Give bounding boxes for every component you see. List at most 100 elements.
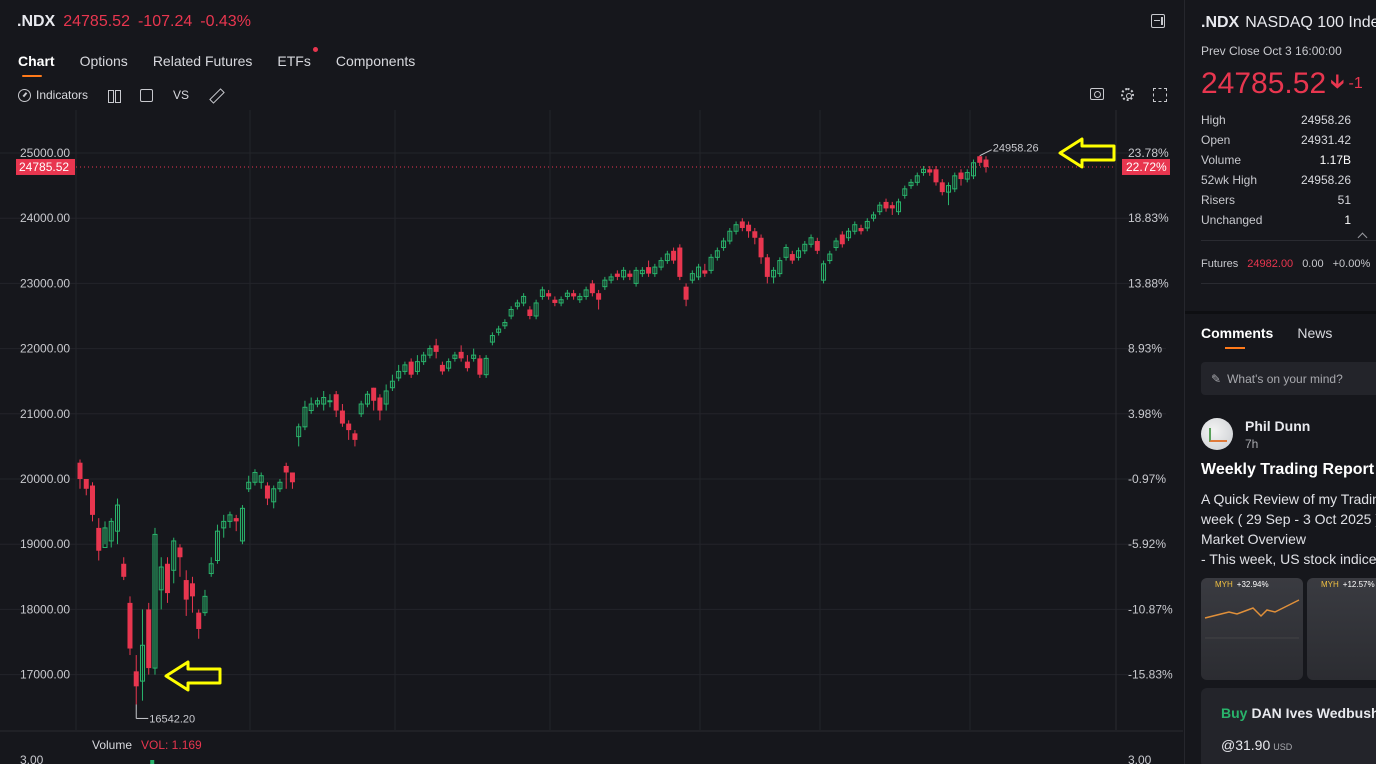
stat-value: 24958.26 xyxy=(1300,173,1351,187)
tab-related-futures[interactable]: Related Futures xyxy=(153,53,253,77)
candlestick-chart[interactable]: 25000.00 23.78% 24000.00 18.83% 23000.00 13.8… xyxy=(0,110,1183,764)
post-body[interactable]: A Quick Review of my Tradin week ( 29 Se… xyxy=(1201,489,1376,569)
stat-row: Risers 51 xyxy=(1201,190,1351,210)
tab-components[interactable]: Components xyxy=(336,53,415,77)
y-tick-label: 23000.00 xyxy=(20,276,70,290)
candle-body xyxy=(789,254,795,261)
settings-gear-icon xyxy=(1121,88,1134,101)
candle-body xyxy=(152,533,158,669)
candle-body xyxy=(77,462,83,479)
current-pct-label: 22.72% xyxy=(1126,160,1167,174)
candle-body xyxy=(608,276,614,281)
tab-news[interactable]: News xyxy=(1297,325,1332,349)
post-image-thumbnail[interactable]: MYH +32.94% xyxy=(1201,578,1303,680)
candle-body xyxy=(977,156,983,163)
candle-body xyxy=(252,471,258,483)
chart-tabs: Chart Options Related Futures ETFs Compo… xyxy=(18,47,440,77)
candle-body xyxy=(196,612,202,629)
candle-type-button[interactable] xyxy=(108,89,122,103)
candle-body xyxy=(652,266,658,275)
stat-row: High 24958.26 xyxy=(1201,110,1351,130)
candle-body xyxy=(483,357,489,376)
candle-body xyxy=(614,273,620,277)
candle-body xyxy=(702,270,708,274)
panel-symbol: .NDX xyxy=(1201,14,1240,31)
post-author[interactable]: Phil Dunn xyxy=(1245,418,1311,434)
y-tick-pct-label: -10.87% xyxy=(1128,602,1173,616)
candle-body xyxy=(871,214,877,219)
volume-label: Volume xyxy=(92,738,132,752)
candle-body xyxy=(552,299,558,303)
candle-body xyxy=(533,302,539,317)
chart-toolbar: Indicators VS xyxy=(18,88,242,103)
candle-body xyxy=(764,257,770,277)
candle-body xyxy=(502,322,508,327)
fullscreen-button[interactable] xyxy=(1153,88,1167,102)
compare-label: VS xyxy=(173,88,190,102)
candle-body xyxy=(746,224,752,232)
candle-type-icon xyxy=(108,89,122,103)
candle-body xyxy=(558,299,564,304)
collapse-panel-icon[interactable] xyxy=(1151,14,1165,28)
candle-body xyxy=(646,267,652,274)
candle-body xyxy=(696,266,702,278)
rectangle-tool-button[interactable] xyxy=(140,88,154,102)
candle-body xyxy=(89,485,95,515)
futures-row[interactable]: Futures 24982.00 0.00 +0.00% xyxy=(1201,258,1376,270)
low-value-label: 16542.20 xyxy=(149,713,195,725)
candle-body xyxy=(339,410,345,424)
tab-chart[interactable]: Chart xyxy=(18,53,55,77)
candle-body xyxy=(221,520,227,529)
snapshot-button[interactable] xyxy=(1090,88,1104,100)
indicators-button[interactable]: Indicators xyxy=(18,88,88,102)
post-title[interactable]: Weekly Trading Report (1 xyxy=(1201,461,1376,478)
candle-body xyxy=(902,188,908,196)
candle-body xyxy=(327,400,333,403)
stat-value: 24958.26 xyxy=(1300,113,1351,127)
stat-row: Unchanged 1 xyxy=(1201,210,1351,230)
candle-body xyxy=(471,354,477,359)
candle-body xyxy=(771,269,777,278)
prev-close: Prev Close Oct 3 16:00:00 xyxy=(1201,44,1342,58)
candle-body xyxy=(639,269,645,275)
tab-options[interactable]: Options xyxy=(80,53,128,77)
tab-etfs[interactable]: ETFs xyxy=(277,47,318,77)
candle-body xyxy=(408,361,414,375)
y-tick-label: 24000.00 xyxy=(20,211,70,225)
candle-body xyxy=(258,475,264,483)
settings-button[interactable] xyxy=(1121,88,1134,101)
futures-change: 0.00 xyxy=(1302,258,1324,270)
stat-value: 1 xyxy=(1344,213,1351,227)
candle-body xyxy=(539,289,545,297)
candle-body xyxy=(333,394,339,411)
quote-panel: .NDX NASDAQ 100 Index Prev Close Oct 3 16… xyxy=(1184,0,1376,764)
avatar[interactable] xyxy=(1201,418,1233,450)
y-tick-label: 22000.00 xyxy=(20,342,70,356)
tab-comments[interactable]: Comments xyxy=(1201,325,1273,349)
tab-label: Comments xyxy=(1201,325,1274,341)
candle-body xyxy=(146,609,152,669)
stat-value: 51 xyxy=(1337,193,1351,207)
post-image-thumbnail[interactable]: MYH +12.57% xyxy=(1307,578,1376,680)
camera-icon xyxy=(1090,88,1104,100)
candle-body xyxy=(877,204,883,213)
panel-price-change: -1 xyxy=(1348,75,1363,92)
candle-body xyxy=(814,241,820,251)
candle-body xyxy=(464,361,470,369)
annotation-arrow-low xyxy=(164,660,222,692)
candle-body xyxy=(689,273,695,281)
candle-body xyxy=(158,566,164,591)
quote-header: .NDX 24785.52 -107.24 -0.43% xyxy=(17,13,251,31)
y-tick-pct-label: 8.93% xyxy=(1128,342,1162,356)
draw-button[interactable] xyxy=(209,89,222,102)
stat-value: 1.17B xyxy=(1319,153,1351,167)
candle-body xyxy=(727,230,733,242)
candle-body xyxy=(289,472,295,483)
candle-body xyxy=(214,530,220,562)
candle-body xyxy=(571,293,577,297)
stat-row: Volume 1.17B xyxy=(1201,150,1351,170)
tab-label: ETFs xyxy=(277,53,311,69)
compare-button[interactable]: VS xyxy=(173,88,189,102)
post-input[interactable]: ✎ What's on your mind? xyxy=(1201,362,1376,395)
